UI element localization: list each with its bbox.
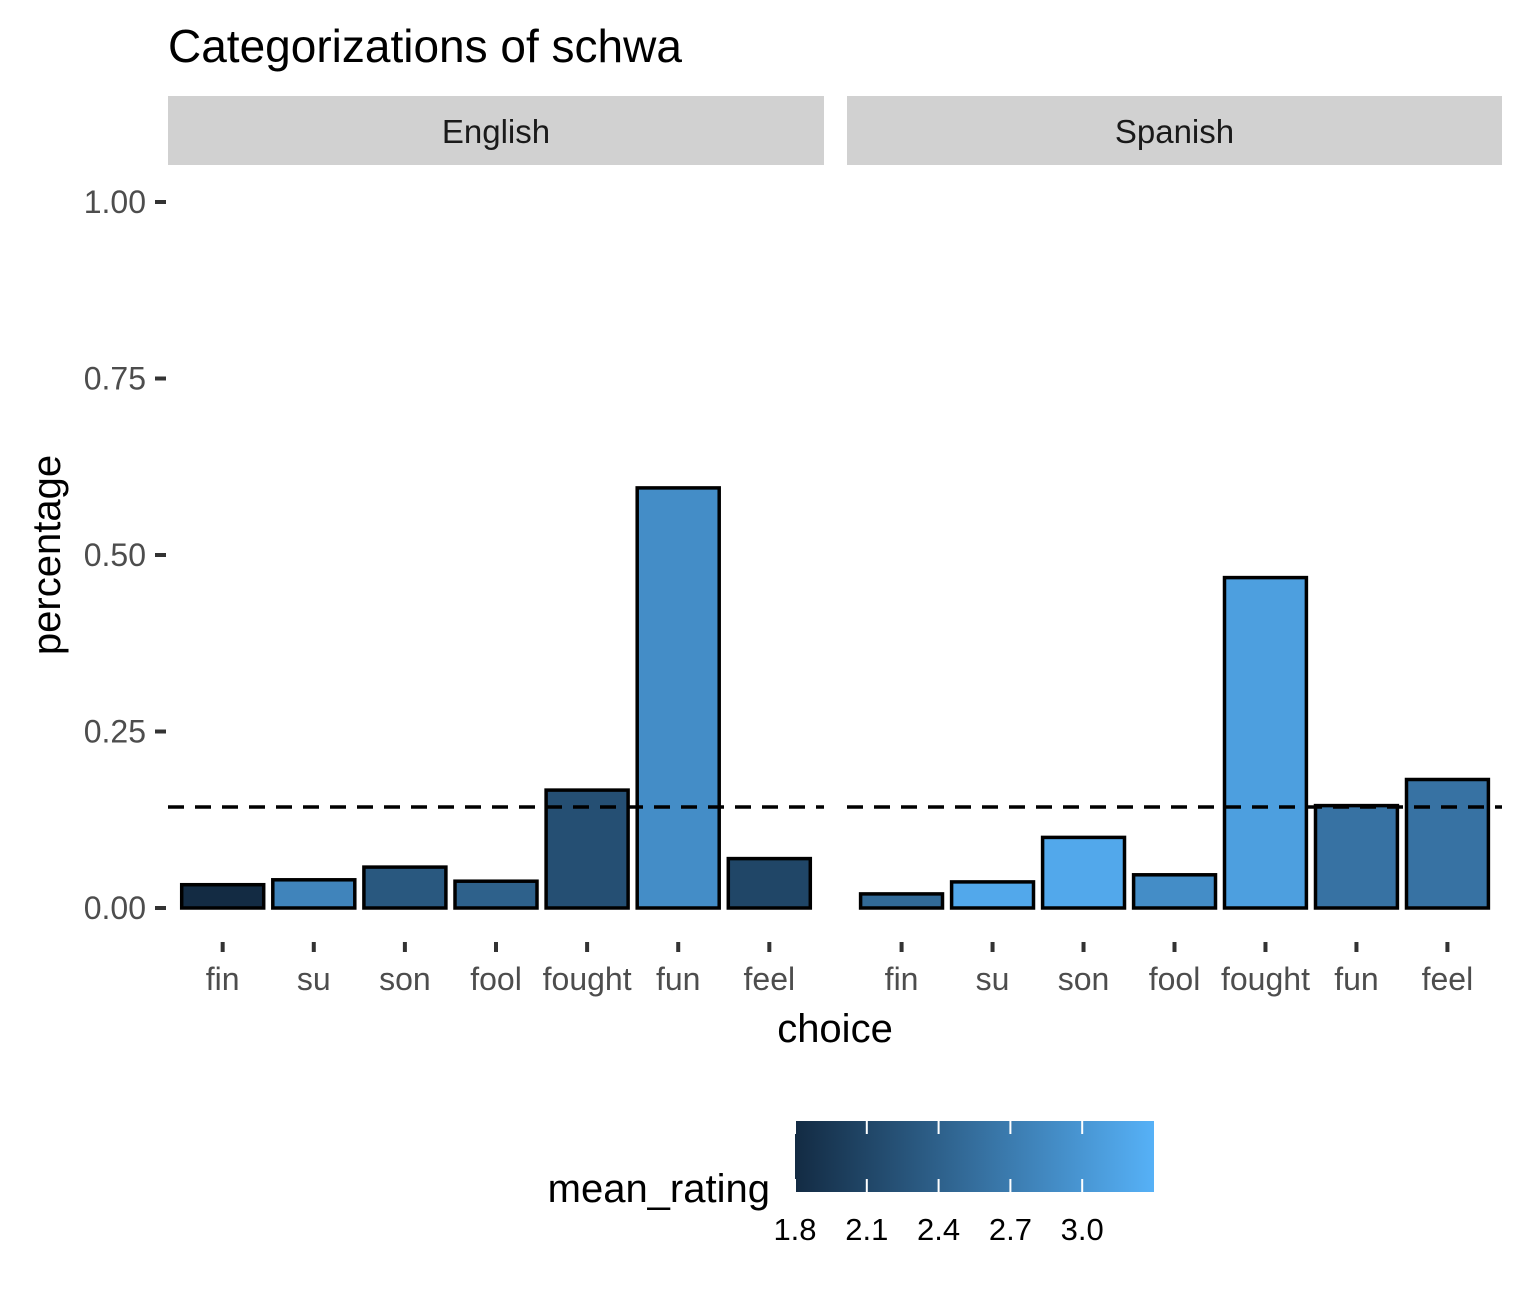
x-tick-label-spanish-feel: feel <box>1422 961 1474 997</box>
panel-english: English fin su son fool fought fun feel <box>168 96 824 997</box>
x-tick-label-english-fun: fun <box>656 961 700 997</box>
legend: mean_rating 1.8 2.1 2.4 2.7 3.0 <box>548 1121 1154 1247</box>
strip-spanish <box>847 96 1502 165</box>
x-tick-label-english-fool: fool <box>470 961 522 997</box>
y-tick-label-0.50: 0.50 <box>84 537 146 573</box>
x-tick-label-english-fought: fought <box>543 961 632 997</box>
y-tick-label-0.75: 0.75 <box>84 361 146 397</box>
panel-spanish: Spanish fin su son fool fought fun feel <box>847 96 1502 997</box>
y-axis-title: percentage <box>25 455 69 655</box>
y-tick-label-0.25: 0.25 <box>84 714 146 750</box>
bar-spanish-fought <box>1222 575 1309 910</box>
bar-english-fin <box>179 882 266 910</box>
strip-english <box>168 96 824 165</box>
y-tick-label-0.00: 0.00 <box>84 890 146 926</box>
bar-english-fought <box>544 788 630 910</box>
bar-english-feel <box>726 856 813 910</box>
bar-english-su <box>271 878 357 910</box>
bar-spanish-fun <box>1313 803 1400 910</box>
x-tick-label-english-su: su <box>297 961 331 997</box>
x-tick-label-spanish-fun: fun <box>1334 961 1378 997</box>
bar-english-fool <box>453 879 539 910</box>
x-tick-label-english-fin: fin <box>206 961 240 997</box>
chart-title: Categorizations of schwa <box>168 20 682 72</box>
bar-spanish-son <box>1040 835 1127 910</box>
bar-english-son <box>362 865 448 910</box>
legend-tick-label-2.4: 2.4 <box>917 1212 960 1247</box>
bar-spanish-feel <box>1404 777 1491 910</box>
x-tick-label-spanish-fought: fought <box>1221 961 1310 997</box>
y-axis: 0.00 0.25 0.50 0.75 1.00 <box>84 184 166 926</box>
strip-label-spanish: Spanish <box>1115 113 1234 150</box>
x-tick-label-spanish-fool: fool <box>1149 961 1201 997</box>
legend-colorbar <box>795 1121 1154 1192</box>
x-axis-title: choice <box>777 1007 893 1051</box>
legend-tick-label-1.8: 1.8 <box>773 1212 816 1247</box>
legend-tick-label-3.0: 3.0 <box>1061 1212 1104 1247</box>
bar-english-fun <box>635 486 721 910</box>
x-tick-label-spanish-fin: fin <box>885 961 919 997</box>
x-tick-label-spanish-son: son <box>1058 961 1110 997</box>
legend-tick-label-2.1: 2.1 <box>845 1212 888 1247</box>
bar-spanish-su <box>949 880 1036 910</box>
bar-spanish-fin <box>858 892 945 910</box>
x-tick-label-english-son: son <box>379 961 431 997</box>
y-tick-label-1.00: 1.00 <box>84 184 146 220</box>
panels-layer: English fin su son fool fought fun feel Spanish f… <box>168 96 1502 997</box>
strip-label-english: English <box>442 113 550 150</box>
bar-spanish-fool <box>1131 873 1218 910</box>
legend-title: mean_rating <box>548 1167 770 1211</box>
x-tick-label-english-feel: feel <box>744 961 796 997</box>
legend-tick-label-2.7: 2.7 <box>989 1212 1032 1247</box>
x-tick-label-spanish-su: su <box>976 961 1010 997</box>
